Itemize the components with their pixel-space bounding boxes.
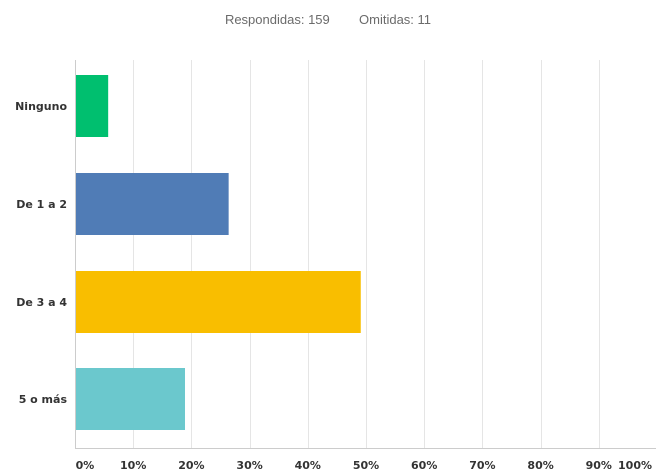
bar-5-o-m-s (75, 368, 185, 430)
category-labels: Ninguno De 1 a 2 De 3 a 4 5 o más (15, 100, 67, 406)
x-tick-label: 20% (178, 459, 204, 472)
bar-ninguno (75, 75, 109, 137)
x-tick-label: 30% (236, 459, 262, 472)
bars (75, 75, 361, 430)
category-label: Ninguno (15, 100, 67, 113)
x-tick-label: 100% (618, 459, 652, 472)
category-label: 5 o más (19, 393, 68, 406)
answered-label: Respondidas: (224, 12, 305, 27)
x-tick-label: 0% (76, 459, 95, 472)
grid (133, 60, 600, 448)
skipped-label: Omitidas: (359, 12, 414, 27)
answered-count: 159 (308, 12, 330, 27)
x-tick-label: 80% (527, 459, 553, 472)
skipped-count: 11 (417, 12, 432, 27)
axes (75, 60, 656, 449)
x-tick-labels: 0% 10% 20% 30% 40% 50% 60% 70% 80% 90% 100% (76, 459, 652, 472)
category-label: De 3 a 4 (16, 296, 67, 309)
bar-de-3-a-4 (75, 271, 361, 333)
x-tick-label: 40% (295, 459, 321, 472)
bar-de-1-a-2 (75, 173, 229, 235)
category-label: De 1 a 2 (16, 198, 67, 211)
x-tick-label: 50% (353, 459, 379, 472)
x-tick-label: 70% (469, 459, 495, 472)
x-tick-label: 90% (586, 459, 612, 472)
x-tick-label: 60% (411, 459, 437, 472)
response-summary: Respondidas: 159 Omitidas: 11 (0, 12, 656, 27)
x-tick-label: 10% (120, 459, 146, 472)
